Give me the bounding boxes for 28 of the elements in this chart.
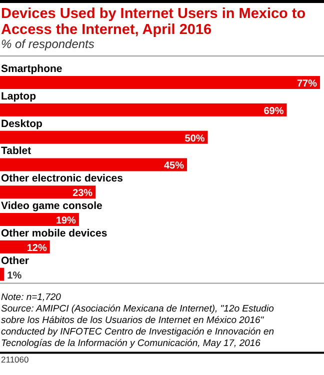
chart-title: Devices Used by Internet Users in Mexico to Access the Internet, April 2016: [1, 6, 306, 38]
bar: [0, 158, 188, 172]
bar: [0, 186, 96, 199]
data-label: 23%: [72, 188, 93, 200]
text: 211060: [1, 354, 30, 365]
data-label: 1%: [7, 270, 22, 282]
source-note: Source: AMIPCI (Asociación Mexicana de Internet), "12o Estudio sobre los Hábitos de los Usuarios de Internet en México 2016" conducted by INFOTEC Centro de Investigación e Innovación en Tecnologías de la Información y Comunicación, May 17, 2016: [1, 304, 274, 350]
y-tick-label: Laptop: [1, 90, 36, 102]
data-label: 19%: [56, 216, 76, 226]
y-tick-label: Other mobile devices: [1, 227, 108, 240]
data-label: 69%: [264, 106, 284, 117]
y-tick-label: Desktop: [1, 118, 42, 130]
data-label: 45%: [164, 160, 184, 172]
data-label: 50%: [184, 133, 205, 144]
bar: [0, 268, 4, 281]
y-tick-label: Other electronic devices: [1, 172, 124, 185]
y-tick-label: Other: [1, 254, 30, 267]
y-tick-label: Tablet: [1, 145, 32, 158]
bar: [0, 76, 320, 89]
bar: [0, 103, 287, 116]
bar: [0, 213, 79, 226]
text: Note: n=1,720: [1, 292, 62, 304]
bar: [0, 130, 208, 144]
data-label: 77%: [296, 78, 318, 90]
y-tick-label: Smartphone: [1, 63, 62, 75]
y-tick-label: Video game console: [1, 200, 102, 212]
chart-subtitle: % of respondents: [1, 37, 94, 51]
data-label: 12%: [26, 242, 47, 254]
